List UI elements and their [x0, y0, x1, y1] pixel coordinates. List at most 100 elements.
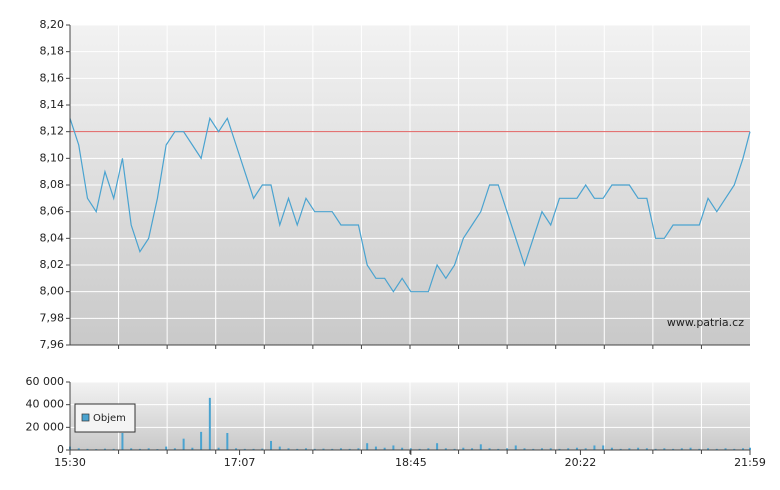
volume-bar	[235, 448, 238, 450]
volume-bar	[339, 448, 342, 450]
y-tick-label: 8,08	[40, 178, 65, 191]
volume-bar	[610, 447, 613, 450]
volume-bar	[401, 447, 404, 450]
volume-bar	[645, 448, 648, 450]
volume-bar	[707, 448, 710, 450]
x-tick-label: 21:59	[734, 456, 766, 469]
volume-bar	[304, 448, 307, 450]
volume-bar	[497, 448, 500, 450]
volume-bar	[392, 445, 395, 450]
volume-bar	[488, 448, 491, 450]
volume-bar	[374, 446, 377, 450]
y-tick-label: 8,12	[40, 125, 65, 138]
y-tick-label: 7,96	[40, 338, 65, 351]
volume-bar	[575, 447, 578, 450]
volume-bar	[77, 448, 80, 450]
volume-bar	[506, 448, 509, 450]
volume-bar	[252, 448, 255, 450]
volume-bar	[226, 433, 229, 450]
volume-bar	[523, 448, 526, 450]
y-tick-label: 8,16	[40, 71, 65, 84]
volume-bar	[182, 438, 185, 450]
legend-swatch	[81, 413, 90, 422]
volume-bar	[749, 447, 751, 450]
volume-bar	[217, 447, 220, 450]
y-tick-label: 8,06	[40, 205, 65, 218]
y-tick-label: 0	[57, 443, 64, 456]
volume-bar	[348, 448, 351, 450]
x-tick-label: 18:45	[395, 456, 427, 469]
volume-bar	[121, 433, 124, 450]
volume-bar	[558, 448, 561, 450]
volume-bar	[672, 448, 675, 450]
volume-bar	[602, 445, 605, 450]
volume-bar	[278, 446, 281, 450]
volume-bar	[619, 448, 622, 450]
y-tick-label: 8,10	[40, 151, 65, 164]
x-tick-label: 15:30	[54, 456, 86, 469]
volume-bar	[191, 447, 194, 450]
price-line	[69, 116, 751, 293]
volume-bar	[698, 448, 701, 450]
volume-bar	[680, 448, 683, 450]
volume-bar	[453, 448, 456, 450]
volume-bar	[409, 448, 412, 450]
volume-bar	[287, 448, 290, 450]
y-tick-label: 8,02	[40, 258, 65, 271]
volume-bar	[436, 443, 439, 450]
volume-bar	[147, 448, 150, 450]
volume-bar	[270, 440, 273, 450]
volume-bar	[130, 448, 133, 450]
volume-bar	[112, 448, 115, 450]
volume-bar	[514, 445, 517, 450]
volume-bar	[715, 448, 718, 450]
volume-bar	[383, 447, 386, 450]
volume-bar	[322, 448, 325, 450]
volume-bar	[357, 448, 360, 450]
y-tick-label: 20 000	[26, 420, 65, 433]
x-tick-label: 20:22	[565, 456, 597, 469]
volume-bar	[444, 448, 447, 450]
volume-bar	[654, 448, 657, 450]
legend-label: Objem	[93, 413, 126, 424]
volume-bar	[742, 448, 745, 450]
volume-bar	[427, 448, 430, 450]
y-tick-label: 7,98	[40, 311, 65, 324]
volume-bar	[418, 448, 421, 450]
volume-bar	[208, 397, 211, 450]
volume-bar	[549, 448, 552, 450]
volume-bar	[86, 448, 89, 450]
y-tick-label: 8,18	[40, 45, 65, 58]
x-tick-label: 17:07	[224, 456, 256, 469]
volume-bar	[637, 447, 640, 450]
volume-bar	[532, 448, 535, 450]
volume-bar	[200, 431, 203, 450]
volume-bar	[663, 448, 666, 450]
y-tick-label: 8,20	[40, 18, 65, 31]
volume-bar	[296, 448, 299, 450]
watermark: www.patria.cz	[667, 316, 744, 329]
volume-bar	[584, 448, 587, 450]
volume-bar	[261, 448, 264, 450]
volume-bar	[313, 448, 316, 450]
volume-bar	[173, 448, 176, 450]
volume-bar	[567, 448, 570, 450]
volume-bar	[165, 446, 168, 450]
y-tick-label: 8,04	[40, 231, 65, 244]
volume-bar	[103, 448, 106, 450]
volume-bar	[689, 447, 692, 450]
volume-bar	[331, 448, 334, 450]
volume-bar	[471, 448, 474, 450]
volume-bar	[462, 447, 465, 450]
y-tick-label: 8,14	[40, 98, 65, 111]
y-tick-label: 8,00	[40, 285, 65, 298]
volume-bar	[593, 445, 596, 450]
y-tick-label: 40 000	[26, 398, 65, 411]
volume-bar	[628, 448, 631, 450]
volume-bar	[243, 448, 246, 450]
volume-bar	[479, 444, 482, 450]
volume-bar	[733, 448, 736, 450]
volume-bar	[366, 443, 369, 450]
volume-bar	[138, 448, 141, 450]
